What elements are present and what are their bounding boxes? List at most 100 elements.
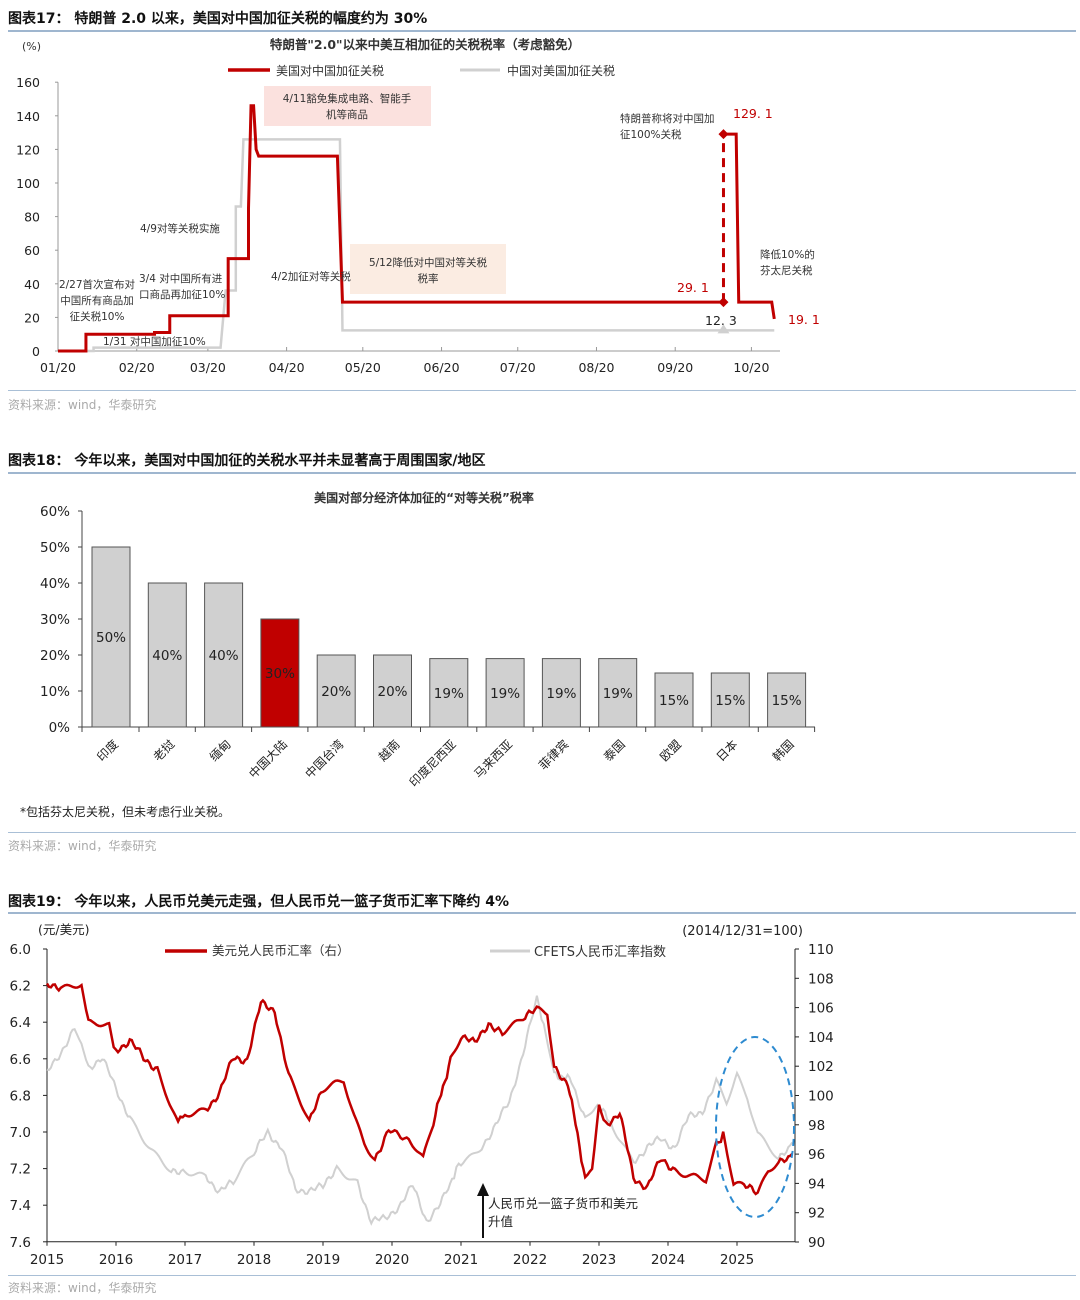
x-tick-label: 2021 <box>444 1252 478 1268</box>
left-y-tick-label: 7.0 <box>10 1125 31 1141</box>
highlight-ellipse <box>715 1036 795 1218</box>
annotation-a42: 4/2加征对等关税 <box>271 270 351 283</box>
bar-中国大陆 <box>260 618 300 728</box>
right-axis-unit: (2014/12/31=100) <box>682 924 803 939</box>
x-tick-label: 中国大陆 <box>245 737 290 782</box>
x-tick-label: 泰国 <box>601 737 628 764</box>
triangle-marker <box>717 324 730 334</box>
annotation-a227: 2/27首次宣布对 <box>59 278 136 291</box>
x-tick-label: 06/20 <box>424 360 460 375</box>
bar-value-label: 15% <box>715 693 745 709</box>
chart-title: 美国对部分经济体加征的“对等关税”税率 <box>314 490 534 505</box>
rmb-exchange-rate-chart: (元/美元) (2014/12/31=100) 美元兑人民币汇率（右） CFETS人民… <box>10 922 834 1268</box>
x-tick-label: 菲律宾 <box>535 737 571 773</box>
bar-印度 <box>91 546 131 728</box>
diamond-marker <box>718 129 729 140</box>
left-y-tick-label: 6.0 <box>10 942 31 958</box>
series-line-us-tariff <box>58 104 724 353</box>
bar-value-label: 50% <box>96 630 126 646</box>
x-tick-label: 日本 <box>714 737 741 764</box>
right-y-tick-label: 98 <box>808 1118 825 1134</box>
x-tick-label: 04/20 <box>269 360 305 375</box>
figure-18-source: 资料来源：wind，华泰研究 <box>8 839 157 853</box>
left-y-tick-label: 6.4 <box>10 1015 31 1031</box>
divider <box>8 30 1076 32</box>
x-tick-label: 越南 <box>375 737 403 765</box>
footnote: *包括芬太尼关税，但未考虑行业关税。 <box>20 804 230 819</box>
y-tick-label: 10% <box>40 684 70 700</box>
divider <box>8 912 1076 914</box>
bar-泰国 <box>598 658 638 728</box>
x-tick-label: 2015 <box>30 1252 64 1268</box>
annotation-appreciation: 人民币兑一篮子货币和美元 <box>488 1196 638 1211</box>
annotation-a34: 3/4 对中国所有进 <box>139 272 223 285</box>
right-y-tick-label: 108 <box>808 971 834 987</box>
right-y-tick-label: 110 <box>808 942 834 958</box>
divider <box>8 1275 1076 1276</box>
annotation-a100: 特朗普称将对中国加 <box>620 112 715 125</box>
right-y-tick-label: 100 <box>808 1089 834 1105</box>
x-tick-label: 2020 <box>375 1252 409 1268</box>
bar-value-label: 30% <box>265 666 295 682</box>
y-tick-label: 20% <box>40 648 70 664</box>
bar-value-label: 15% <box>659 693 689 709</box>
annotation-box-0512 <box>350 244 506 294</box>
right-y-tick-label: 92 <box>808 1206 825 1222</box>
right-y-tick-label: 102 <box>808 1059 834 1075</box>
figure-17-source: 资料来源：wind，华泰研究 <box>8 398 157 412</box>
bar-老挝 <box>147 582 187 728</box>
bar-value-label: 40% <box>152 648 182 664</box>
value-label-19: 19. 1 <box>788 312 820 327</box>
bar-马来西亚 <box>485 658 525 728</box>
legend-label-cfets: CFETS人民币汇率指数 <box>534 944 666 960</box>
bar-日本 <box>710 672 750 728</box>
series-line-usdcny <box>45 982 794 1196</box>
left-y-tick-label: 6.2 <box>10 979 31 995</box>
annotation-afen: 降低10%的 <box>760 248 815 261</box>
y-tick-label: 120 <box>16 142 40 157</box>
y-tick-label: 80 <box>24 210 40 225</box>
bar-value-label: 20% <box>377 684 407 700</box>
y-tick-label: 40% <box>40 576 70 592</box>
figure-17-title: 图表17： 特朗普 2.0 以来，美国对中国加征关税的幅度约为 30% <box>8 11 428 27</box>
annotation-a49: 4/9对等关税实施 <box>140 222 220 235</box>
bar-越南 <box>373 654 412 728</box>
bar-value-label: 19% <box>434 686 464 702</box>
y-tick-label: 100 <box>16 176 40 191</box>
series-line-us-tariff-continued <box>723 132 776 320</box>
arrow-up-icon <box>477 1183 489 1196</box>
annotation-appreciation: 升值 <box>488 1214 513 1229</box>
figure-19-title: 图表19： 今年以来，人民币兑美元走强，但人民币兑一篮子货币汇率下降约 4% <box>8 894 509 910</box>
x-tick-label: 印度 <box>94 737 122 765</box>
right-y-tick-label: 90 <box>808 1235 825 1251</box>
left-y-tick-label: 7.6 <box>10 1235 31 1251</box>
x-tick-label: 老挝 <box>151 737 178 764</box>
left-y-tick-label: 6.6 <box>10 1052 31 1068</box>
x-tick-label: 08/20 <box>578 360 614 375</box>
annotation-a512: 税率 <box>418 272 439 285</box>
y-tick-label: 60% <box>40 504 70 520</box>
annotation-a100: 征100%关税 <box>620 128 682 141</box>
x-tick-label: 2019 <box>306 1252 340 1268</box>
value-label-129: 129. 1 <box>733 106 773 121</box>
left-y-tick-label: 7.2 <box>10 1162 31 1178</box>
left-axis-unit: (元/美元) <box>38 922 89 937</box>
series-line-cn-tariff <box>58 138 775 353</box>
annotation-afen: 芬太尼关税 <box>760 264 813 277</box>
x-tick-label: 03/20 <box>190 360 226 375</box>
x-tick-label: 2023 <box>582 1252 616 1268</box>
bar-value-label: 20% <box>321 684 351 700</box>
x-tick-label: 印度尼西亚 <box>406 737 459 790</box>
right-y-tick-label: 106 <box>808 1001 834 1017</box>
y-tick-label: 0% <box>49 720 71 736</box>
x-tick-label: 09/20 <box>657 360 693 375</box>
bar-value-label: 19% <box>546 686 576 702</box>
value-label-12: 12. 3 <box>705 313 737 328</box>
x-tick-label: 韩国 <box>769 737 797 765</box>
divider <box>8 390 1076 391</box>
y-tick-label: 0 <box>32 344 40 359</box>
bar-菲律宾 <box>541 658 581 728</box>
x-tick-label: 2018 <box>237 1252 271 1268</box>
left-y-tick-label: 6.8 <box>10 1088 31 1104</box>
annotation-a227: 征关税10% <box>70 310 125 323</box>
